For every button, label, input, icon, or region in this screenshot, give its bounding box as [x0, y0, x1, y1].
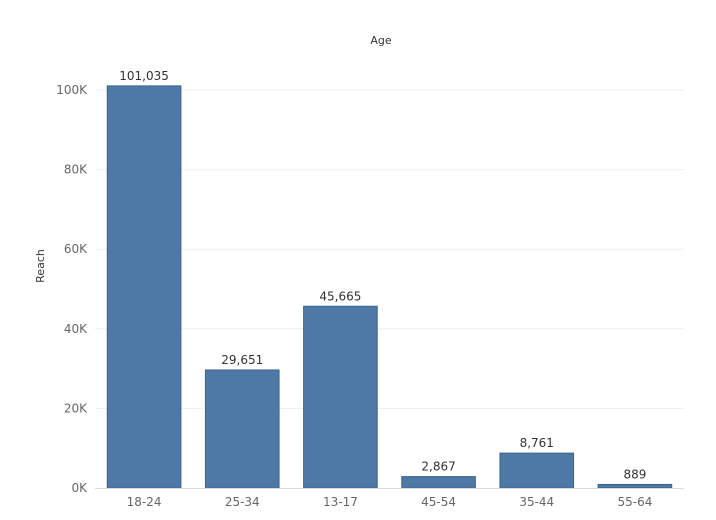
- data-label-45-54: 2,867: [421, 460, 455, 474]
- x-tick-label-18-24: 18-24: [127, 495, 162, 509]
- x-axis-ticks: 18-24 25-34 13-17 45-54 35-44 55-64: [127, 495, 653, 509]
- bar-45-54: [401, 476, 476, 489]
- data-label-13-17: 45,665: [319, 289, 361, 303]
- x-tick-label-55-64: 55-64: [617, 495, 652, 509]
- x-tick-label-35-44: 35-44: [519, 495, 554, 509]
- y-tick-label: 20K: [64, 401, 88, 415]
- data-label-25-34: 29,651: [221, 353, 263, 367]
- bar-35-44: [499, 452, 575, 489]
- data-label-55-64: 889: [623, 467, 646, 481]
- y-tick-label: 40K: [64, 322, 88, 336]
- bar-25-34: [204, 369, 280, 489]
- x-tick-label-25-34: 25-34: [225, 495, 260, 509]
- bar-18-24: [106, 85, 182, 489]
- y-tick-label: 100K: [56, 83, 88, 97]
- bar-55-64: [597, 483, 673, 489]
- data-labels: 101,035 29,651 45,665 2,867 8,761 889: [119, 69, 646, 482]
- y-axis-title: Reach: [34, 249, 47, 283]
- x-tick-label-45-54: 45-54: [421, 495, 456, 509]
- y-tick-label: 60K: [64, 242, 88, 256]
- bars: [106, 85, 673, 489]
- y-tick-label: 80K: [64, 163, 88, 177]
- y-tick-label: 0K: [71, 481, 88, 495]
- gridlines: [95, 89, 684, 409]
- bar-13-17: [303, 305, 378, 489]
- data-label-18-24: 101,035: [119, 69, 169, 83]
- x-tick-label-13-17: 13-17: [323, 495, 358, 509]
- y-axis-ticks: 0K 20K 40K 60K 80K 100K: [56, 83, 88, 495]
- data-label-35-44: 8,761: [520, 436, 554, 450]
- chart-title: Age: [370, 34, 392, 47]
